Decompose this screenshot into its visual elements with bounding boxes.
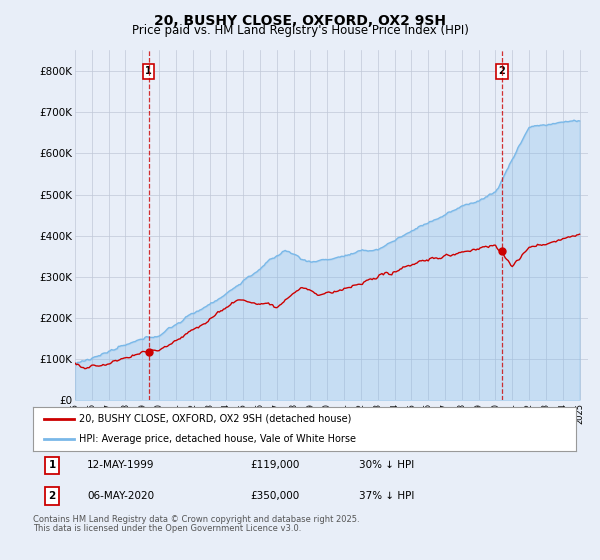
Text: HPI: Average price, detached house, Vale of White Horse: HPI: Average price, detached house, Vale…: [79, 434, 356, 444]
Text: 06-MAY-2020: 06-MAY-2020: [88, 491, 154, 501]
Text: 1: 1: [49, 460, 56, 470]
Text: 2: 2: [499, 67, 505, 76]
Text: 2: 2: [49, 491, 56, 501]
Text: 20, BUSHY CLOSE, OXFORD, OX2 9SH: 20, BUSHY CLOSE, OXFORD, OX2 9SH: [154, 14, 446, 28]
Text: 12-MAY-1999: 12-MAY-1999: [88, 460, 155, 470]
Text: 20, BUSHY CLOSE, OXFORD, OX2 9SH (detached house): 20, BUSHY CLOSE, OXFORD, OX2 9SH (detach…: [79, 414, 352, 424]
Text: 37% ↓ HPI: 37% ↓ HPI: [359, 491, 414, 501]
Text: This data is licensed under the Open Government Licence v3.0.: This data is licensed under the Open Gov…: [33, 524, 301, 533]
Text: Price paid vs. HM Land Registry's House Price Index (HPI): Price paid vs. HM Land Registry's House …: [131, 24, 469, 37]
Text: 30% ↓ HPI: 30% ↓ HPI: [359, 460, 414, 470]
Text: £350,000: £350,000: [250, 491, 299, 501]
Text: Contains HM Land Registry data © Crown copyright and database right 2025.: Contains HM Land Registry data © Crown c…: [33, 515, 359, 524]
Text: £119,000: £119,000: [250, 460, 299, 470]
Text: 1: 1: [145, 67, 152, 76]
